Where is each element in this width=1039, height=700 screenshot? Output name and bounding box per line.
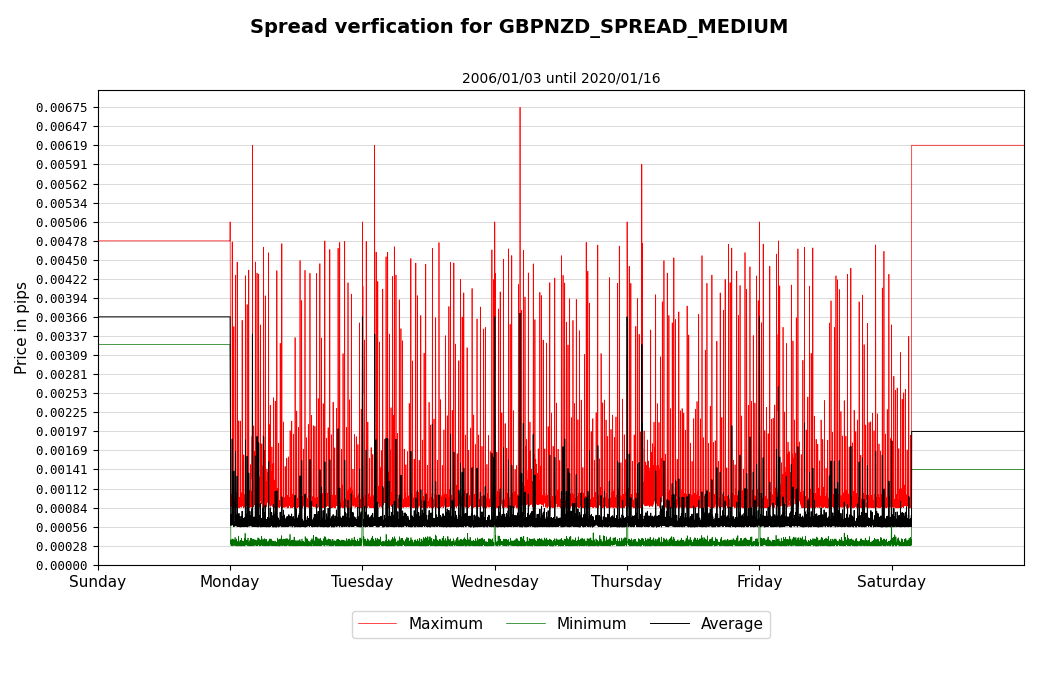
Text: Spread verfication for GBPNZD_SPREAD_MEDIUM: Spread verfication for GBPNZD_SPREAD_MED… xyxy=(250,18,789,38)
Maximum xyxy=(113,237,126,245)
Average xyxy=(1018,427,1031,435)
Maximum xyxy=(686,499,698,508)
Maximum xyxy=(355,503,368,511)
Average xyxy=(341,518,353,526)
Average xyxy=(686,518,698,526)
Minimum xyxy=(91,340,104,349)
Line: Minimum: Minimum xyxy=(98,344,1024,546)
Maximum xyxy=(802,504,815,512)
Average xyxy=(514,309,527,318)
Maximum xyxy=(514,103,527,111)
Maximum xyxy=(1018,141,1031,150)
Average xyxy=(91,313,104,321)
Minimum xyxy=(113,340,126,349)
Minimum xyxy=(686,540,698,549)
Average xyxy=(788,522,800,530)
Maximum xyxy=(341,498,353,506)
Minimum xyxy=(270,542,283,550)
Maximum xyxy=(91,237,104,245)
Average xyxy=(113,313,126,321)
Average xyxy=(811,523,824,531)
Legend: Maximum, Minimum, Average: Maximum, Minimum, Average xyxy=(352,610,770,638)
Minimum xyxy=(355,540,368,548)
Average xyxy=(217,313,230,321)
Title: 2006/01/03 until 2020/01/16: 2006/01/03 until 2020/01/16 xyxy=(461,71,660,85)
Minimum xyxy=(217,340,230,349)
Minimum xyxy=(341,541,353,550)
Minimum xyxy=(1018,466,1031,474)
Line: Average: Average xyxy=(98,314,1024,527)
Maximum xyxy=(788,492,800,500)
Maximum xyxy=(217,237,230,245)
Y-axis label: Price in pips: Price in pips xyxy=(15,281,30,375)
Average xyxy=(355,522,368,531)
Line: Maximum: Maximum xyxy=(98,107,1024,508)
Minimum xyxy=(788,535,800,543)
